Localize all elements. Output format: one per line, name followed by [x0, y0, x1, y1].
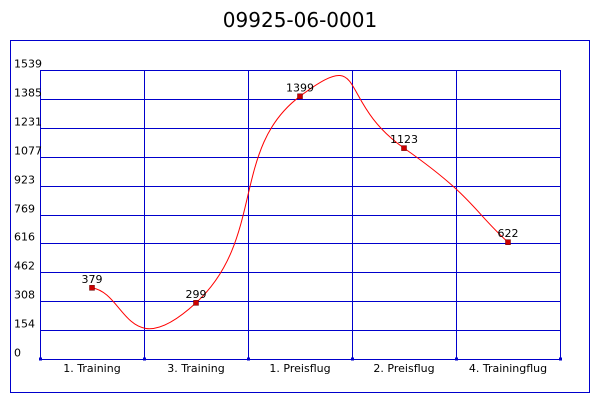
axis-tick-mark — [351, 357, 354, 361]
grid — [39, 70, 562, 361]
data-label: 622 — [498, 227, 519, 240]
data-point — [401, 145, 407, 151]
y-tick-label: 1077 — [14, 145, 42, 158]
x-axis-ticks: 1. Training 3. Training 1. Preisflug 2. Pre… — [63, 362, 547, 375]
data-point — [297, 93, 303, 100]
series: 379 299 1399 1123 622 — [82, 75, 519, 329]
data-point — [193, 300, 199, 306]
series-line — [91, 75, 509, 329]
axis-tick-mark — [143, 357, 146, 361]
axis-tick-mark — [39, 357, 42, 361]
x-tick-label: 1. Preisflug — [269, 362, 330, 375]
chart-frame — [10, 40, 590, 393]
data-label: 1123 — [390, 133, 418, 146]
chart-title: 09925-06-0001 — [222, 8, 378, 32]
y-tick-label: 923 — [14, 174, 35, 187]
axis-tick-mark — [247, 357, 250, 361]
x-tick-label: 4. Trainingflug — [469, 362, 547, 375]
data-label: 1399 — [286, 81, 314, 94]
x-tick-label: 2. Preisflug — [373, 362, 434, 375]
y-tick-label: 1385 — [14, 87, 42, 100]
y-tick-label: 616 — [14, 231, 35, 244]
x-tick-label: 3. Training — [167, 362, 224, 375]
axis-tick-mark — [559, 357, 562, 361]
y-axis-ticks: 0 154 308 462 616 769 923 1077 1231 1385 1539 — [14, 58, 42, 360]
data-label: 379 — [82, 273, 103, 286]
axis-tick-mark — [455, 357, 458, 361]
y-tick-label: 154 — [14, 318, 35, 331]
y-tick-label: 1539 — [14, 58, 42, 71]
y-tick-label: 769 — [14, 203, 35, 216]
data-point — [89, 285, 95, 291]
x-tick-label: 1. Training — [63, 362, 120, 375]
data-label: 299 — [186, 288, 207, 301]
data-point — [505, 239, 511, 245]
y-tick-label: 308 — [14, 289, 35, 302]
y-tick-label: 1231 — [14, 116, 42, 129]
y-tick-label: 462 — [14, 260, 35, 273]
y-tick-label: 0 — [14, 347, 21, 360]
